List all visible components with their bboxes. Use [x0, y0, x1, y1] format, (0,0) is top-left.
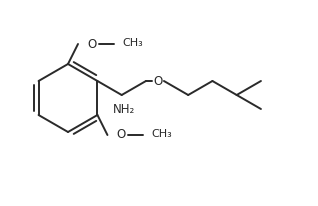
Text: CH₃: CH₃ — [122, 38, 143, 48]
Text: CH₃: CH₃ — [151, 129, 172, 139]
Text: O: O — [153, 75, 162, 88]
Text: NH₂: NH₂ — [113, 103, 135, 116]
Text: O: O — [117, 129, 126, 142]
Text: O: O — [87, 37, 97, 50]
